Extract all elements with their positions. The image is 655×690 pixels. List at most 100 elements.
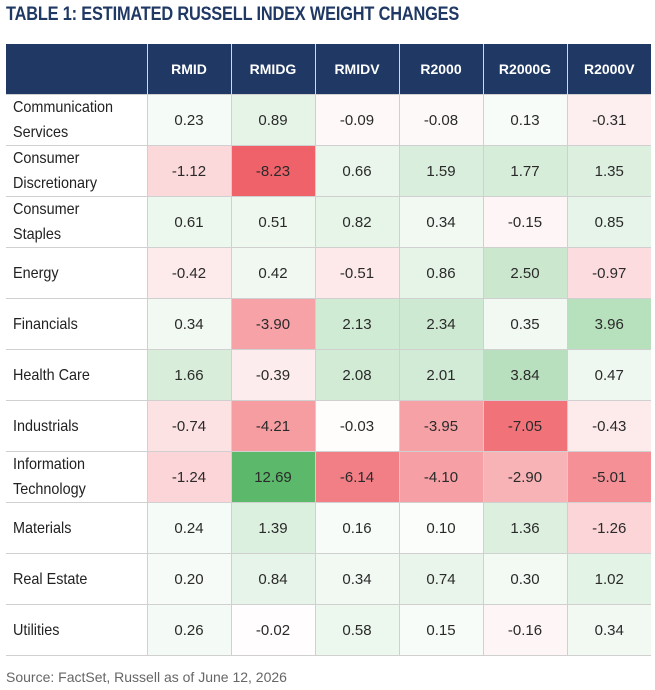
value-cell-r2000: 2.34	[398, 298, 484, 350]
sector-label-line: Services	[13, 124, 69, 141]
value-cell-rmid: -0.74	[146, 400, 232, 452]
weight-changes-table: RMID RMIDG RMIDV R2000 R2000G R2000V Communic…	[6, 44, 651, 656]
sector-label: Information Technology	[6, 451, 148, 503]
column-header-r2000g: R2000G	[483, 44, 568, 95]
value-cell-rmidv: -0.03	[314, 400, 400, 452]
value-cell-r2000g: 0.30	[482, 553, 568, 605]
header-row: RMID RMIDG RMIDV R2000 R2000G R2000V	[6, 44, 651, 95]
value-cell-r2000v: 3.96	[566, 298, 651, 350]
value-cell-rmidv: 0.58	[314, 604, 400, 656]
value-cell-rmidg: -8.23	[230, 145, 316, 197]
value-cell-rmidg: 0.42	[230, 247, 316, 299]
table-row: Health Care 1.66 -0.39 2.08 2.01 3.84 0.47	[6, 349, 651, 401]
value-cell-r2000g: -0.16	[482, 604, 568, 656]
value-cell-r2000v: 0.47	[566, 349, 651, 401]
value-cell-r2000v: -0.31	[566, 94, 651, 146]
sector-label-line: Materials	[13, 519, 72, 537]
value-cell-r2000v: -0.43	[566, 400, 651, 452]
sector-label: Materials	[6, 502, 148, 554]
table-body: Communication Services 0.23 0.89 -0.09 -0.08 0…	[6, 94, 651, 656]
value-cell-rmidg: 0.84	[230, 553, 316, 605]
column-header-r2000: R2000	[399, 44, 484, 95]
value-cell-rmidv: 0.34	[314, 553, 400, 605]
sector-label-line: Health Care	[13, 366, 90, 384]
value-cell-r2000: 0.34	[398, 196, 484, 248]
value-cell-r2000: 0.74	[398, 553, 484, 605]
sector-label: Consumer Discretionary	[6, 145, 148, 197]
table-row: Energy -0.42 0.42 -0.51 0.86 2.50 -0.97	[6, 247, 651, 299]
value-cell-r2000v: 1.35	[566, 145, 651, 197]
value-cell-r2000g: -2.90	[482, 451, 568, 503]
table-row: Financials 0.34 -3.90 2.13 2.34 0.35 3.96	[6, 298, 651, 350]
value-cell-r2000v: 0.34	[566, 604, 651, 656]
value-cell-rmidv: 0.16	[314, 502, 400, 554]
column-header-r2000v: R2000V	[567, 44, 651, 95]
sector-label: Financials	[6, 298, 148, 350]
value-cell-rmidg: -3.90	[230, 298, 316, 350]
table-row: Industrials -0.74 -4.21 -0.03 -3.95 -7.05 -0.4…	[6, 400, 651, 452]
sector-label-line: Information	[13, 456, 86, 473]
value-cell-r2000v: 0.85	[566, 196, 651, 248]
table-title: TABLE 1: ESTIMATED RUSSELL INDEX WEIGHT …	[6, 4, 460, 25]
table-row: Consumer Discretionary -1.12 -8.23 0.66 1.59 1…	[6, 145, 651, 197]
value-cell-rmid: -0.42	[146, 247, 232, 299]
value-cell-rmidg: 12.69	[230, 451, 316, 503]
value-cell-rmidg: -4.21	[230, 400, 316, 452]
value-cell-r2000g: 0.35	[482, 298, 568, 350]
source-note: Source: FactSet, Russell as of June 12, …	[6, 669, 287, 685]
value-cell-r2000g: 1.36	[482, 502, 568, 554]
sector-label-line: Discretionary	[13, 175, 98, 192]
value-cell-rmid: 0.23	[146, 94, 232, 146]
value-cell-r2000g: -7.05	[482, 400, 568, 452]
value-cell-r2000: 1.59	[398, 145, 484, 197]
value-cell-r2000v: 1.02	[566, 553, 651, 605]
value-cell-rmid: 0.26	[146, 604, 232, 656]
value-cell-rmid: -1.24	[146, 451, 232, 503]
sector-label-line: Utilities	[13, 621, 60, 639]
value-cell-rmidv: -0.51	[314, 247, 400, 299]
table-row: Information Technology -1.24 12.69 -6.14 -4.1…	[6, 451, 651, 503]
sector-label-line: Industrials	[13, 417, 79, 435]
sector-label-line: Real Estate	[13, 570, 88, 588]
value-cell-rmidg: 1.39	[230, 502, 316, 554]
sector-label-line: Financials	[13, 315, 78, 333]
value-cell-r2000: 0.86	[398, 247, 484, 299]
value-cell-rmid: 0.24	[146, 502, 232, 554]
value-cell-r2000: 2.01	[398, 349, 484, 401]
value-cell-rmidv: 2.13	[314, 298, 400, 350]
value-cell-r2000g: 0.13	[482, 94, 568, 146]
sector-label: Industrials	[6, 400, 148, 452]
value-cell-r2000: -4.10	[398, 451, 484, 503]
value-cell-r2000g: 3.84	[482, 349, 568, 401]
table-row: Consumer Staples 0.61 0.51 0.82 0.34 -0.15 0.85	[6, 196, 651, 248]
sector-label: Energy	[6, 247, 148, 299]
table-row: Communication Services 0.23 0.89 -0.09 -0.08 0…	[6, 94, 651, 146]
table-row: Real Estate 0.20 0.84 0.34 0.74 0.30 1.02	[6, 553, 651, 605]
value-cell-rmidv: -6.14	[314, 451, 400, 503]
table-row: Materials 0.24 1.39 0.16 0.10 1.36 -1.26	[6, 502, 651, 554]
table-row: Utilities 0.26 -0.02 0.58 0.15 -0.16 0.34	[6, 604, 651, 656]
value-cell-rmidg: 0.51	[230, 196, 316, 248]
sector-label: Utilities	[6, 604, 148, 656]
value-cell-r2000v: -0.97	[566, 247, 651, 299]
sector-label-line: Staples	[13, 226, 62, 243]
value-cell-rmidg: 0.89	[230, 94, 316, 146]
header-corner	[6, 44, 148, 95]
sector-label-line: Communication	[13, 99, 114, 116]
value-cell-rmid: 0.61	[146, 196, 232, 248]
value-cell-r2000v: -5.01	[566, 451, 651, 503]
value-cell-rmidg: -0.02	[230, 604, 316, 656]
value-cell-r2000: -3.95	[398, 400, 484, 452]
value-cell-rmidv: 2.08	[314, 349, 400, 401]
sector-label: Health Care	[6, 349, 148, 401]
sector-label-line: Consumer	[13, 150, 80, 167]
sector-label-line: Energy	[13, 264, 59, 282]
value-cell-rmid: 1.66	[146, 349, 232, 401]
column-header-rmid: RMID	[147, 44, 232, 95]
column-header-rmidv: RMIDV	[315, 44, 400, 95]
sector-label: Real Estate	[6, 553, 148, 605]
sector-label-line: Consumer	[13, 201, 80, 218]
value-cell-r2000g: 1.77	[482, 145, 568, 197]
value-cell-rmidg: -0.39	[230, 349, 316, 401]
value-cell-r2000: 0.10	[398, 502, 484, 554]
